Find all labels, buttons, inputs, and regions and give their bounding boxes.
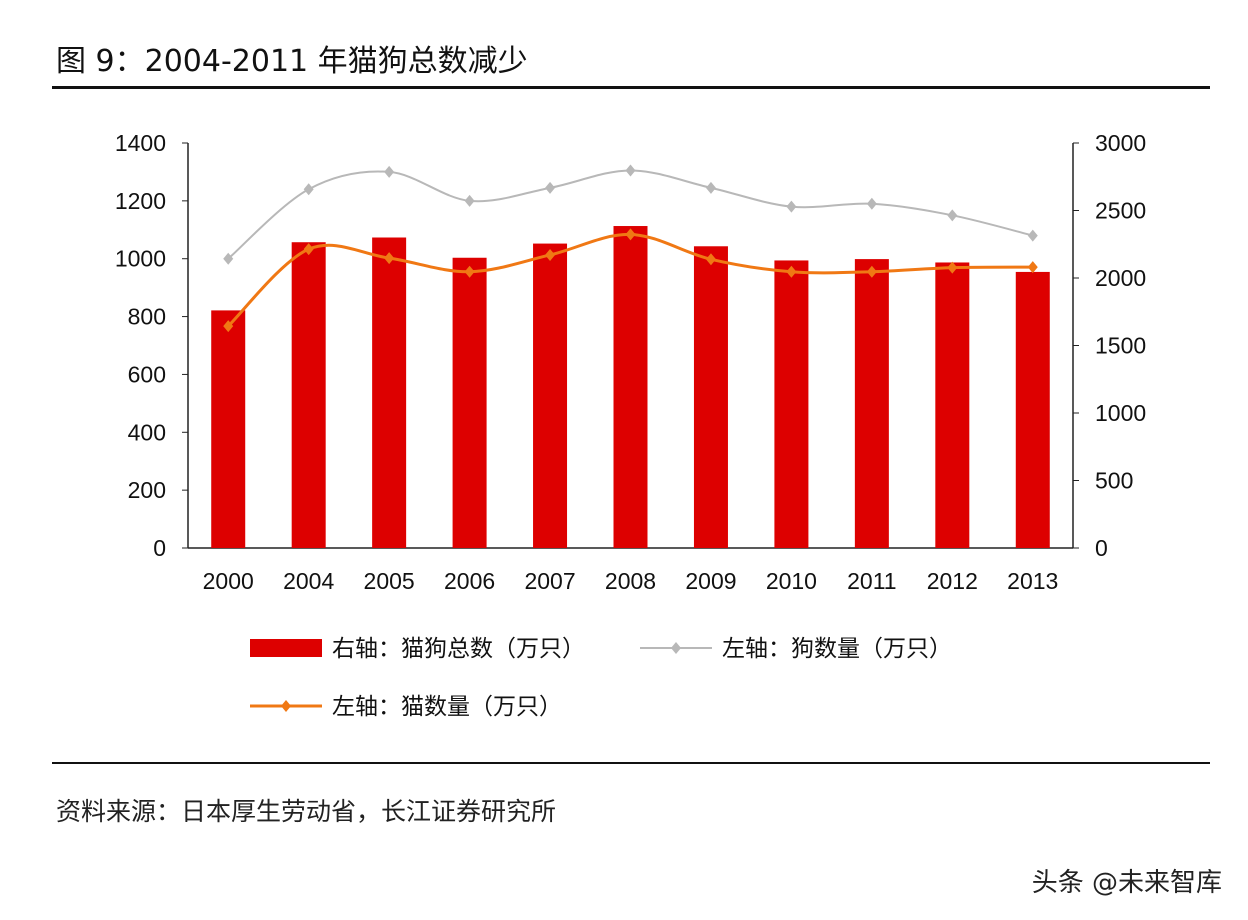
- x-tick-label: 2000: [203, 568, 254, 594]
- bar-2007: [533, 243, 568, 548]
- right-tick-label: 1500: [1095, 333, 1146, 359]
- marker-2-2010: [786, 265, 797, 278]
- bar-2012: [935, 262, 970, 548]
- bar-2004: [291, 242, 326, 548]
- right-tick-label: 2000: [1095, 265, 1146, 291]
- left-tick-label: 0: [153, 535, 166, 561]
- marker-2-2006: [464, 265, 475, 278]
- marker-2-2013: [1027, 261, 1038, 274]
- marker-1-2005: [384, 165, 395, 178]
- marker-2-2011: [866, 265, 877, 278]
- marker-1-2000: [223, 252, 234, 265]
- x-tick-label: 2012: [927, 568, 978, 594]
- marker-1-2012: [947, 209, 958, 222]
- right-tick-label: 500: [1095, 468, 1133, 494]
- x-tick-label: 2007: [524, 568, 575, 594]
- line-series-2: [227, 232, 1033, 328]
- bar-2008: [613, 226, 648, 548]
- x-tick-label: 2005: [364, 568, 415, 594]
- marker-1-2007: [545, 181, 556, 194]
- bottom-rule: [52, 762, 1210, 764]
- marker-1-2013: [1027, 229, 1038, 242]
- x-tick-label: 2011: [847, 568, 896, 594]
- marker-1-2011: [866, 197, 877, 210]
- marker-2-2000: [223, 320, 234, 333]
- legend-swatch-bar: [250, 639, 322, 657]
- legend-swatch-marker: [671, 642, 681, 654]
- right-tick-label: 2500: [1095, 198, 1146, 224]
- marker-2-2008: [625, 228, 636, 241]
- marker-2-2005: [384, 252, 395, 265]
- marker-2-2007: [545, 248, 556, 261]
- x-tick-label: 2010: [766, 568, 817, 594]
- x-tick-label: 2009: [685, 568, 736, 594]
- marker-2-2009: [705, 253, 716, 266]
- bar-2013: [1015, 271, 1050, 548]
- bar-2000: [211, 310, 246, 548]
- left-tick-label: 1000: [115, 246, 166, 272]
- right-tick-label: 0: [1095, 535, 1108, 561]
- bar-2005: [372, 237, 407, 548]
- left-tick-label: 800: [128, 304, 166, 330]
- top-rule: [52, 86, 1210, 89]
- left-tick-label: 1400: [115, 130, 166, 156]
- left-tick-label: 200: [128, 477, 166, 503]
- left-tick-label: 400: [128, 419, 166, 445]
- bar-2009: [693, 246, 728, 548]
- marker-2-2004: [303, 243, 314, 256]
- marker-1-2004: [303, 183, 314, 196]
- x-tick-label: 2006: [444, 568, 495, 594]
- figure-title: 图 9：2004-2011 年猫狗总数减少: [56, 44, 528, 79]
- left-tick-label: 600: [128, 361, 166, 387]
- right-tick-label: 3000: [1095, 130, 1146, 156]
- legend-label: 左轴：猫数量（万只）: [332, 694, 562, 720]
- legend-label: 右轴：猫狗总数（万只）: [332, 636, 585, 662]
- x-tick-label: 2013: [1007, 568, 1058, 594]
- bar-2006: [452, 257, 487, 548]
- watermark: 头条 @未来智库: [1031, 868, 1222, 898]
- marker-2-2012: [947, 261, 958, 274]
- marker-1-2009: [705, 181, 716, 194]
- legend-label: 左轴：狗数量（万只）: [722, 636, 952, 662]
- right-tick-label: 1000: [1095, 400, 1146, 426]
- source-note: 资料来源：日本厚生劳动省，长江证券研究所: [56, 797, 557, 826]
- left-tick-label: 1200: [115, 188, 166, 214]
- chart: 0 200 400 600 800 1000 1200 1400 0 500 1000 1500 200…: [115, 130, 1146, 720]
- bar-2010: [774, 260, 809, 548]
- marker-1-2006: [464, 194, 475, 207]
- marker-1-2008: [625, 164, 636, 177]
- legend-swatch-marker: [281, 700, 291, 712]
- x-tick-label: 2004: [283, 568, 334, 594]
- bar-2011: [854, 259, 889, 548]
- marker-1-2010: [786, 200, 797, 213]
- x-tick-label: 2008: [605, 568, 656, 594]
